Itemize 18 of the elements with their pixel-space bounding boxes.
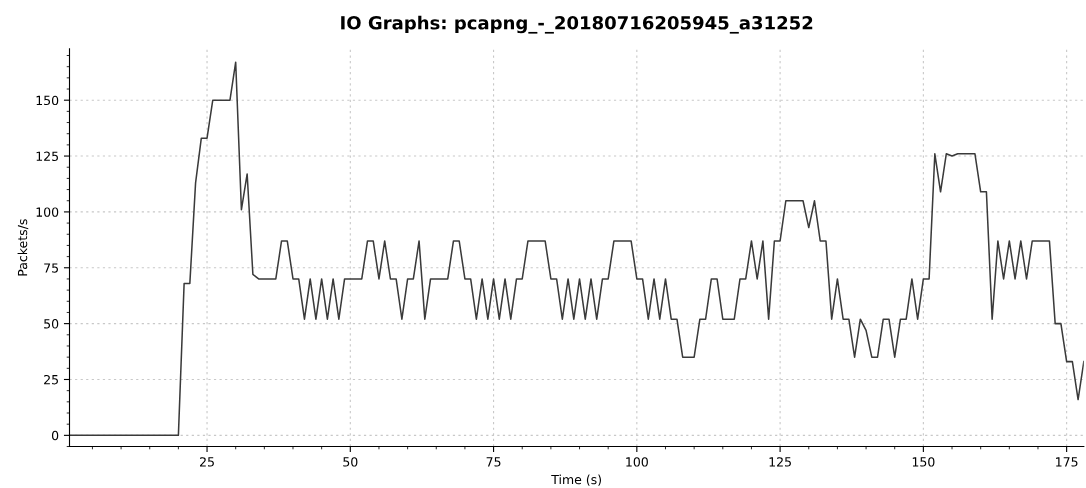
- x-axis-title: Time (s): [551, 474, 601, 486]
- y-tick-label: 25: [44, 374, 58, 385]
- x-tick-label: 50: [343, 457, 358, 467]
- x-tick-label: 25: [200, 457, 214, 467]
- y-tick-label: 150: [36, 95, 59, 106]
- chart-title: IO Graphs: pcapng_-_20180716205945_a31252: [341, 15, 813, 34]
- y-tick-label: 100: [36, 207, 59, 217]
- x-tick-label: 100: [626, 457, 648, 467]
- line-series: [69, 61, 1084, 437]
- x-tick-label: 150: [912, 457, 935, 467]
- y-tick-label: 0: [51, 430, 59, 441]
- y-tick-label: 75: [44, 263, 58, 273]
- y-tick-label: 50: [44, 319, 59, 329]
- y-axis-title: Packets/s: [17, 219, 29, 276]
- y-tick-label: 125: [36, 151, 58, 161]
- x-tick-label: 175: [1056, 457, 1078, 467]
- x-tick-label: 75: [486, 457, 501, 467]
- x-tick-label: 125: [769, 457, 791, 467]
